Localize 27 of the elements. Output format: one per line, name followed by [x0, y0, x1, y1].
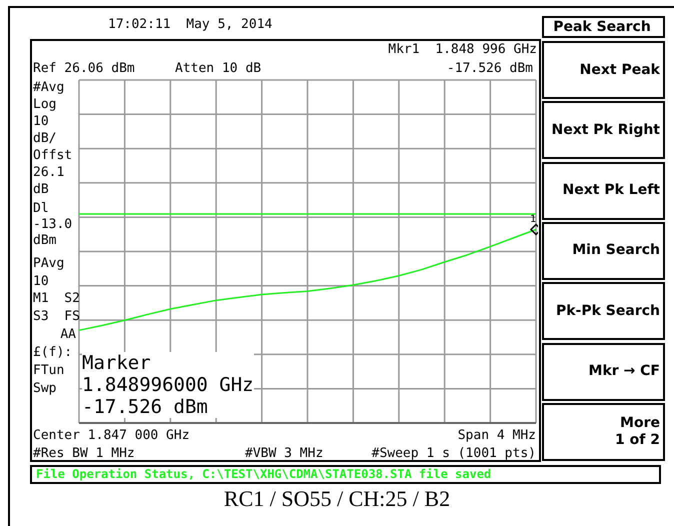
- text: Pk-Pk Search: [542, 282, 665, 340]
- text: Mkr → CF: [542, 342, 665, 400]
- text: £(f): FTun Swp: [33, 344, 72, 398]
- text: #Res BW 1 MHz: [33, 446, 135, 462]
- text: Mkr1 1.848 996 GHz: [387, 42, 537, 58]
- text: Atten 10 dB: [175, 61, 262, 77]
- text: RC1 / SO55 / CH:25 / B2: [222, 486, 452, 512]
- text: Next Pk Right: [542, 101, 665, 160]
- text: File Operation Status, C:\TEST\XHG\CDMA\STATE038.STA file saved: [36, 467, 492, 482]
- text: -17.526 dBm: [446, 61, 533, 77]
- text: Center 1.847 000 GHz: [33, 428, 190, 444]
- annotation: M1 S2 S3 FS AA: [33, 290, 80, 344]
- text: Dl -13.0 dBm: [33, 201, 72, 249]
- text: Span 4 MHz: [456, 428, 536, 444]
- text: #VBW 3 MHz: [245, 446, 324, 462]
- text: Next Pk Left: [542, 162, 665, 220]
- text: Next Peak: [542, 41, 665, 99]
- text: More 1 of 2: [542, 402, 665, 461]
- text: Ref 26.06 dBm: [33, 61, 135, 77]
- text: Peak Search: [542, 16, 665, 38]
- text: 17:02:11 May 5, 2014: [108, 17, 272, 33]
- text: PAvg 10: [33, 255, 64, 291]
- annotation: Marker 1.848996000 GHz -17.526 dBm: [82, 352, 254, 418]
- annotation: 1: [530, 214, 536, 226]
- text: Min Search: [542, 222, 665, 280]
- text: #Sweep 1 s (1001 pts): [370, 446, 536, 462]
- text: #Avg Log 10 dB/ Offst 26.1 dB: [33, 79, 72, 198]
